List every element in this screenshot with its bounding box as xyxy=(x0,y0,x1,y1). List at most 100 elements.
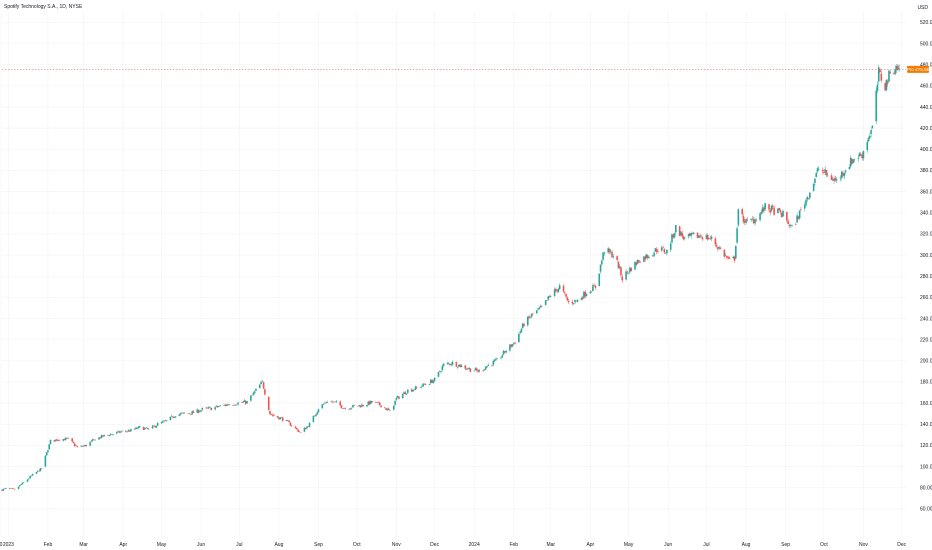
candle xyxy=(755,218,758,222)
candle xyxy=(118,430,121,434)
candle-body xyxy=(682,236,685,240)
candle xyxy=(325,401,327,404)
candle-body xyxy=(371,401,373,403)
candle xyxy=(505,349,507,354)
x-tick-label: Dec xyxy=(430,542,439,548)
candle xyxy=(862,150,865,161)
candle xyxy=(897,63,899,71)
candle xyxy=(609,249,612,255)
candle xyxy=(666,248,668,256)
candle xyxy=(341,407,344,409)
candle-body xyxy=(764,203,766,210)
candle xyxy=(797,215,800,220)
candle-body xyxy=(287,420,289,421)
candle-body xyxy=(492,360,495,365)
x-tick-label: 2024 xyxy=(469,542,480,548)
candle-body xyxy=(514,342,516,344)
candle xyxy=(789,223,792,228)
candle xyxy=(735,245,737,259)
candle xyxy=(741,207,743,217)
candle-body xyxy=(210,407,213,411)
candle xyxy=(501,353,504,359)
candle xyxy=(780,212,783,218)
candle-body xyxy=(751,218,754,220)
candle xyxy=(532,313,534,316)
candle xyxy=(692,232,695,236)
candle xyxy=(207,406,210,410)
candle-body xyxy=(424,384,427,385)
candle xyxy=(477,368,479,374)
candle-body xyxy=(621,276,624,281)
candle-body xyxy=(467,368,469,370)
candles xyxy=(1,63,900,492)
candle xyxy=(110,434,113,435)
candle xyxy=(719,246,722,250)
candle xyxy=(460,363,463,368)
candle-body xyxy=(549,296,552,297)
candle xyxy=(535,309,538,315)
candle-body xyxy=(321,404,324,409)
candle xyxy=(389,409,391,411)
candle xyxy=(583,291,585,299)
candle-body xyxy=(639,262,641,263)
candle xyxy=(135,426,137,430)
candle-body xyxy=(626,271,629,273)
candle xyxy=(136,427,139,429)
candle-body xyxy=(653,252,655,256)
candle xyxy=(370,400,372,405)
candle xyxy=(483,368,486,371)
candle-body xyxy=(618,266,621,268)
candle xyxy=(216,405,219,409)
candle-body xyxy=(852,159,855,163)
candle xyxy=(258,384,261,389)
candle xyxy=(657,248,659,254)
candle xyxy=(273,413,275,417)
candle-body xyxy=(29,476,31,479)
candle-body xyxy=(787,220,789,225)
candle xyxy=(598,273,601,287)
candle-body xyxy=(237,402,239,405)
y-tick-label: 60.00 xyxy=(920,507,932,513)
candle-body xyxy=(35,472,38,474)
candle-body xyxy=(535,310,538,314)
candle-body xyxy=(94,439,96,441)
candle-body xyxy=(557,288,560,292)
candle xyxy=(514,341,516,345)
candle-body xyxy=(392,405,395,410)
candle xyxy=(172,415,174,419)
candle-body xyxy=(607,248,609,253)
candle xyxy=(128,429,131,432)
candle-body xyxy=(608,248,611,252)
candle xyxy=(575,300,578,302)
candle-body xyxy=(405,393,408,395)
candle xyxy=(137,426,140,429)
candle-body xyxy=(842,172,844,176)
candle xyxy=(367,400,370,406)
currency-label: USD xyxy=(917,5,928,11)
candle xyxy=(616,255,618,262)
candle-body xyxy=(592,285,594,292)
candle xyxy=(89,442,91,447)
candle xyxy=(654,248,657,252)
candle-body xyxy=(154,425,156,428)
y-tick-label: 80.00 xyxy=(920,485,932,491)
candle xyxy=(264,388,266,396)
candle xyxy=(378,402,381,406)
candle xyxy=(475,367,478,372)
candle-body xyxy=(367,401,370,405)
candle-body xyxy=(394,400,396,406)
candle-body xyxy=(715,245,718,247)
candle xyxy=(430,378,432,385)
candle xyxy=(82,445,85,447)
candle xyxy=(290,424,293,427)
candle xyxy=(404,390,407,395)
candle-body xyxy=(85,444,88,447)
candle-body xyxy=(880,73,883,81)
candle xyxy=(778,207,781,211)
candle xyxy=(652,254,654,258)
candle-body xyxy=(589,291,592,294)
candle-body xyxy=(1,489,3,491)
candle-body xyxy=(483,369,486,371)
candle xyxy=(777,208,779,214)
